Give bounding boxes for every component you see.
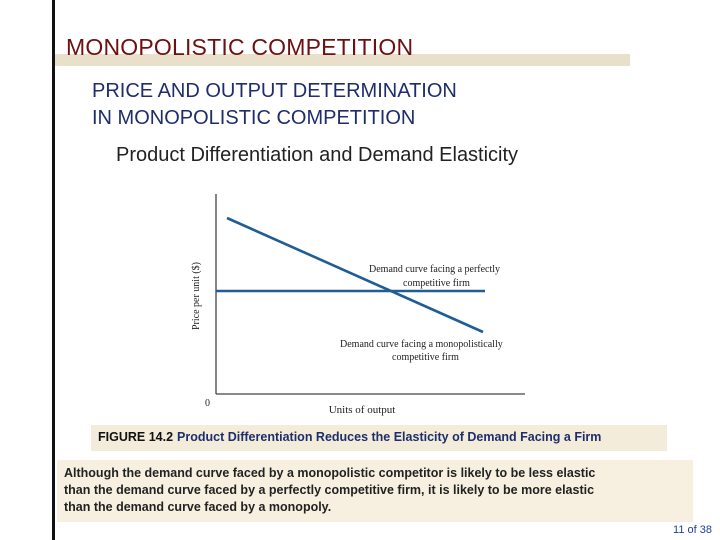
slide-title: MONOPOLISTIC COMPETITION [66,34,414,60]
title-underline-bar [55,54,630,66]
subtitle-line-1: PRICE AND OUTPUT DETERMINATION [92,80,457,102]
figure-caption: FIGURE 14.2 Product Differentiation Reduc… [91,425,667,451]
figure-number: FIGURE 14.2 [98,430,174,444]
note-line-2: than the demand curve faced by a perfect… [64,483,595,497]
figure-caption-text: Product Differentiation Reduces the Elas… [177,430,602,444]
note-line-3: than the demand curve faced by a monopol… [64,500,332,514]
mono-curve-label-line-1: Demand curve facing a monopolistically [340,339,503,350]
note-line-1: Although the demand curve faced by a mon… [64,466,596,480]
explanation-note: Although the demand curve faced by a mon… [57,460,693,522]
demand-diagram: Price per unit ($) 0 Units of output Dem… [191,194,525,416]
y-axis-label: Price per unit ($) [191,262,202,330]
perfect-curve-label-line-1: Demand curve facing a perfectly [369,264,500,275]
mono-curve-label-line-2: competitive firm [392,352,459,363]
page-number: 11 of 38 [673,524,712,536]
left-rule [52,0,55,540]
slide-subtitle: PRICE AND OUTPUT DETERMINATION IN MONOPO… [92,78,457,132]
section-heading: Product Differentiation and Demand Elast… [116,144,519,166]
subtitle-line-2: IN MONOPOLISTIC COMPETITION [92,107,416,129]
origin-label: 0 [205,398,210,409]
perfect-curve-label-line-2: competitive firm [403,278,470,289]
x-axis-label: Units of output [329,404,396,416]
monopolistic-demand-curve [226,216,484,334]
